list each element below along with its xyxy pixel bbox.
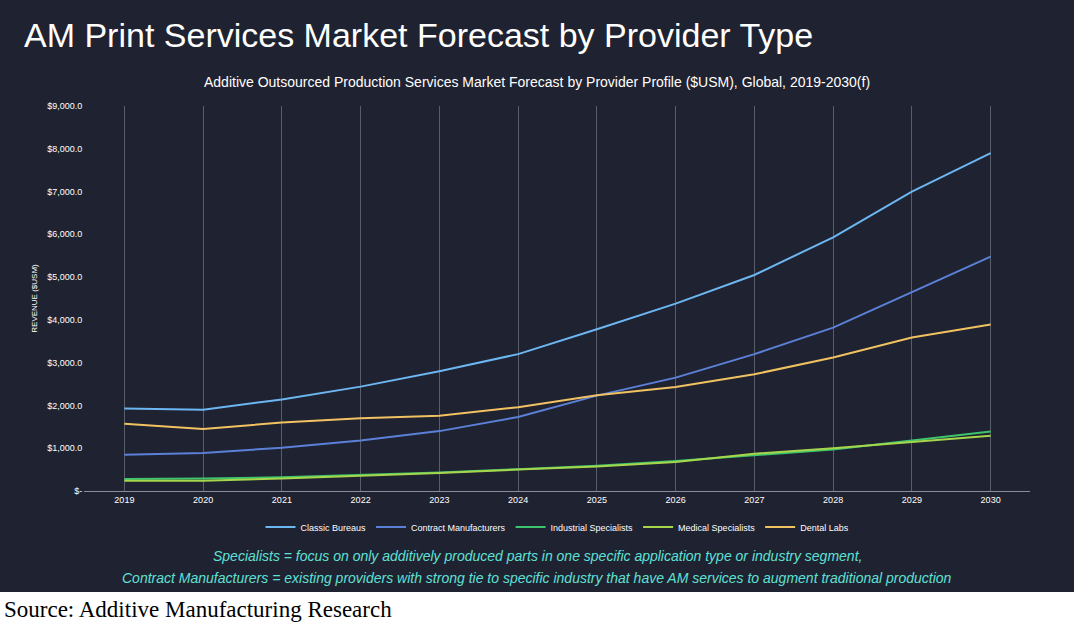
svg-text:2019: 2019: [114, 495, 134, 505]
svg-text:$8,000.0: $8,000.0: [47, 144, 82, 154]
svg-text:Specialists = focus on only ad: Specialists = focus on only additively p…: [213, 548, 862, 564]
svg-text:$1,000.0: $1,000.0: [47, 443, 82, 453]
svg-text:2027: 2027: [744, 495, 764, 505]
svg-text:Classic Bureaus: Classic Bureaus: [301, 523, 367, 533]
svg-text:2022: 2022: [351, 495, 371, 505]
svg-text:2020: 2020: [193, 495, 213, 505]
svg-text:$9,000.0: $9,000.0: [47, 101, 82, 111]
svg-text:2023: 2023: [429, 495, 449, 505]
svg-text:Source: Additive Manufacturing: Source: Additive Manufacturing Research: [4, 597, 392, 622]
svg-text:$7,000.0: $7,000.0: [47, 187, 82, 197]
svg-text:REVENUE ($USM): REVENUE ($USM): [30, 264, 39, 333]
svg-text:$4,000.0: $4,000.0: [47, 315, 82, 325]
svg-text:$2,000.0: $2,000.0: [47, 401, 82, 411]
svg-text:AM Print Services Market Forec: AM Print Services Market Forecast by Pro…: [24, 16, 813, 54]
svg-text:$5,000.0: $5,000.0: [47, 272, 82, 282]
svg-text:Contract Manufacturers = exist: Contract Manufacturers = existing provid…: [122, 570, 952, 586]
svg-text:Contract Manufacturers: Contract Manufacturers: [411, 523, 506, 533]
svg-text:Additive Outsourced Production: Additive Outsourced Production Services …: [204, 74, 870, 90]
svg-text:Dental Labs: Dental Labs: [800, 523, 849, 533]
svg-text:2024: 2024: [508, 495, 528, 505]
svg-text:$3,000.0: $3,000.0: [47, 358, 82, 368]
svg-text:2026: 2026: [666, 495, 686, 505]
svg-text:2030: 2030: [981, 495, 1001, 505]
svg-text:2025: 2025: [587, 495, 607, 505]
svg-text:2021: 2021: [272, 495, 292, 505]
svg-text:2028: 2028: [823, 495, 843, 505]
svg-text:Industrial Specialists: Industrial Specialists: [551, 523, 634, 533]
svg-text:Medical Specialists: Medical Specialists: [678, 523, 755, 533]
svg-text:$6,000.0: $6,000.0: [47, 229, 82, 239]
svg-text:$-: $-: [74, 486, 82, 496]
svg-text:2029: 2029: [902, 495, 922, 505]
